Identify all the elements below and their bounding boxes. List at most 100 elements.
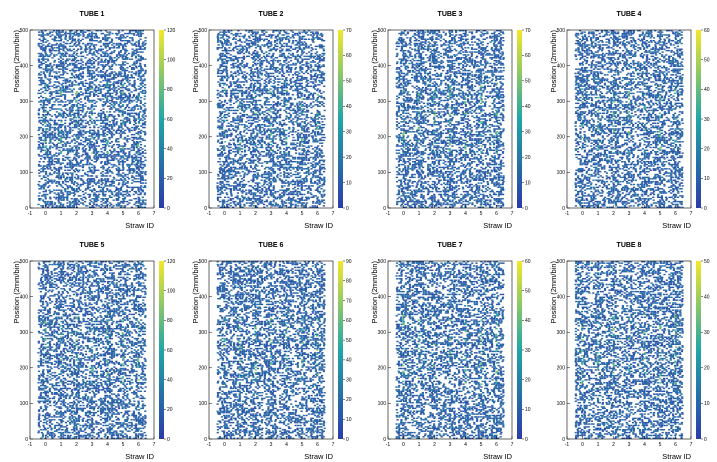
heatmap-cell (219, 121, 222, 123)
heatmap-cell (126, 78, 129, 80)
heatmap-cell (50, 162, 54, 164)
heatmap-cell (110, 84, 113, 86)
heatmap-cell (256, 32, 259, 35)
heatmap-cell (81, 75, 84, 77)
heatmap-cell (258, 189, 261, 191)
heatmap-cell (225, 41, 228, 43)
heatmap-cell (117, 74, 120, 76)
heatmap-cell (259, 84, 262, 86)
heatmap-cell (250, 82, 253, 85)
heatmap-cell (95, 132, 98, 134)
heatmap-cell (108, 183, 112, 186)
heatmap-cell (130, 67, 134, 69)
heatmap-cell (122, 94, 125, 96)
heatmap-cell (232, 139, 235, 142)
heatmap-cell (241, 98, 244, 100)
heatmap-cell (258, 39, 261, 42)
heatmap-cell (38, 119, 41, 122)
heatmap-cell (227, 52, 230, 55)
heatmap-cell (130, 206, 134, 208)
heatmap-cell (257, 82, 260, 85)
heatmap-cell (262, 183, 266, 186)
heatmap-cell (248, 30, 251, 32)
heatmap-cell (37, 143, 41, 146)
heatmap-cell (121, 183, 124, 186)
heatmap-cell (77, 78, 81, 80)
heatmap-cell (260, 57, 263, 59)
heatmap-cell (227, 199, 230, 201)
heatmap-cell (106, 55, 109, 58)
heatmap-cell (40, 185, 43, 187)
heatmap-cell (224, 41, 227, 43)
heatmap-cell (137, 32, 140, 35)
heatmap-cell (71, 192, 74, 194)
heatmap-cell (221, 169, 224, 171)
heatmap-cell (123, 44, 126, 46)
heatmap-cell (133, 116, 136, 119)
heatmap-cell (229, 192, 233, 194)
heatmap-cell (236, 172, 239, 174)
heatmap-cell (111, 92, 114, 95)
heatmap-cell (143, 156, 147, 159)
heatmap-cell (272, 119, 275, 122)
heatmap-cell (51, 182, 54, 184)
heatmap-cell (94, 86, 98, 89)
heatmap-cell (108, 32, 111, 35)
heatmap-cell (131, 179, 134, 181)
heatmap-cell (243, 64, 246, 66)
heatmap-cell (64, 172, 67, 174)
heatmap-cell (49, 54, 52, 56)
heatmap-cell (132, 94, 136, 96)
heatmap-cell (133, 138, 136, 140)
heatmap-cell (118, 96, 121, 99)
heatmap-cell (131, 169, 134, 171)
heatmap-cell (247, 39, 251, 42)
heatmap-cell (218, 168, 221, 170)
heatmap-cell (228, 57, 231, 59)
heatmap-cell (256, 182, 259, 184)
heatmap-cell (96, 158, 100, 160)
heatmap-cell (90, 38, 94, 40)
heatmap-cell (79, 109, 82, 112)
heatmap-cell (115, 151, 118, 153)
heatmap-cell (273, 163, 276, 166)
heatmap-cell (261, 176, 264, 179)
heatmap-cell (57, 180, 61, 183)
heatmap-cell (120, 39, 123, 42)
heatmap-cell (108, 57, 111, 59)
heatmap-cell (71, 81, 74, 83)
heatmap-cell (144, 102, 147, 105)
heatmap-cell (254, 75, 257, 77)
heatmap-cell (245, 65, 248, 68)
heatmap-cell (132, 72, 136, 75)
heatmap-cell (97, 98, 100, 100)
heatmap-cell (91, 205, 94, 207)
heatmap-cell (68, 162, 71, 164)
heatmap-cell (272, 105, 275, 107)
heatmap-cell (227, 170, 230, 173)
heatmap-cell (51, 159, 54, 162)
heatmap-cell (220, 152, 224, 154)
heatmap-cell (121, 44, 124, 46)
heatmap-cell (48, 99, 51, 102)
heatmap-cell (272, 132, 275, 134)
heatmap-cell (259, 192, 262, 194)
heatmap-cell (265, 193, 268, 196)
heatmap-cell (64, 55, 68, 58)
heatmap-cell (227, 151, 231, 153)
heatmap-cell (131, 106, 134, 109)
heatmap-cell (103, 72, 107, 75)
heatmap-cell (120, 92, 123, 95)
heatmap-cell (221, 61, 224, 63)
heatmap-cell (86, 153, 89, 156)
heatmap-cell (89, 61, 92, 63)
heatmap-cell (263, 186, 266, 189)
heatmap-cell (248, 136, 251, 139)
heatmap-cell (84, 67, 87, 69)
heatmap-cell (132, 95, 135, 97)
heatmap-cell (219, 183, 222, 186)
heatmap-cell (118, 31, 121, 33)
heatmap-cell (64, 88, 67, 90)
heatmap-cell (236, 139, 239, 142)
heatmap-cell (261, 89, 264, 92)
